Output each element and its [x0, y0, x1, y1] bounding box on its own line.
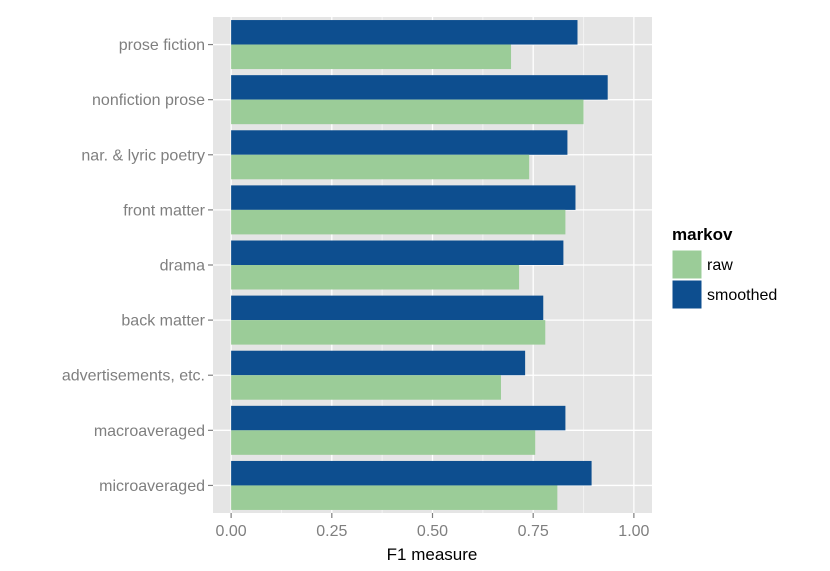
x-tick-label: 1.00 [618, 523, 649, 540]
y-tick-label: nar. & lyric poetry [81, 147, 205, 164]
y-tick-label: drama [160, 258, 205, 275]
y-tick-label: macroaveraged [94, 423, 205, 440]
legend: markov raw smoothed [671, 225, 777, 310]
bar-raw [231, 375, 501, 400]
bar-raw [231, 485, 558, 510]
y-tick-label: prose fiction [119, 37, 205, 54]
bars [231, 20, 608, 510]
x-tick-label: 0.75 [518, 523, 549, 540]
bar-smoothed [231, 405, 566, 431]
bar-smoothed [231, 185, 576, 210]
bar-smoothed [231, 130, 568, 155]
bar-smoothed [231, 20, 578, 45]
y-tick-label: advertisements, etc. [62, 368, 205, 385]
y-axis: prose fiction nonfiction prose nar. & lyri… [62, 37, 213, 495]
bar-raw [231, 44, 512, 70]
y-tick-label: back matter [121, 313, 205, 330]
bar-raw [231, 430, 536, 455]
legend-key-raw [671, 249, 703, 280]
x-tick-label: 0.25 [316, 523, 347, 540]
bar-raw [231, 209, 566, 235]
bar-raw [231, 154, 530, 180]
x-axis: 0.00 0.25 0.50 0.75 1.00 [216, 513, 650, 540]
x-tick-label: 0.00 [216, 523, 247, 540]
x-axis-title: F1 measure [387, 545, 478, 564]
bar-smoothed [231, 295, 544, 321]
legend-title: markov [672, 225, 733, 244]
y-tick-label: nonfiction prose [92, 92, 205, 109]
bar-smoothed [231, 240, 564, 265]
legend-label-smoothed: smoothed [707, 287, 777, 304]
bar-raw [231, 265, 520, 290]
bar-raw [231, 320, 546, 345]
bar-raw [231, 99, 584, 125]
y-tick-label: front matter [123, 202, 205, 219]
bar-smoothed [231, 460, 592, 486]
x-tick-label: 0.50 [417, 523, 448, 540]
legend-label-raw: raw [707, 257, 733, 274]
bar-smoothed [231, 350, 526, 376]
bar-smoothed [231, 75, 608, 100]
y-tick-label: microaveraged [99, 478, 205, 495]
legend-key-smoothed [671, 279, 703, 310]
